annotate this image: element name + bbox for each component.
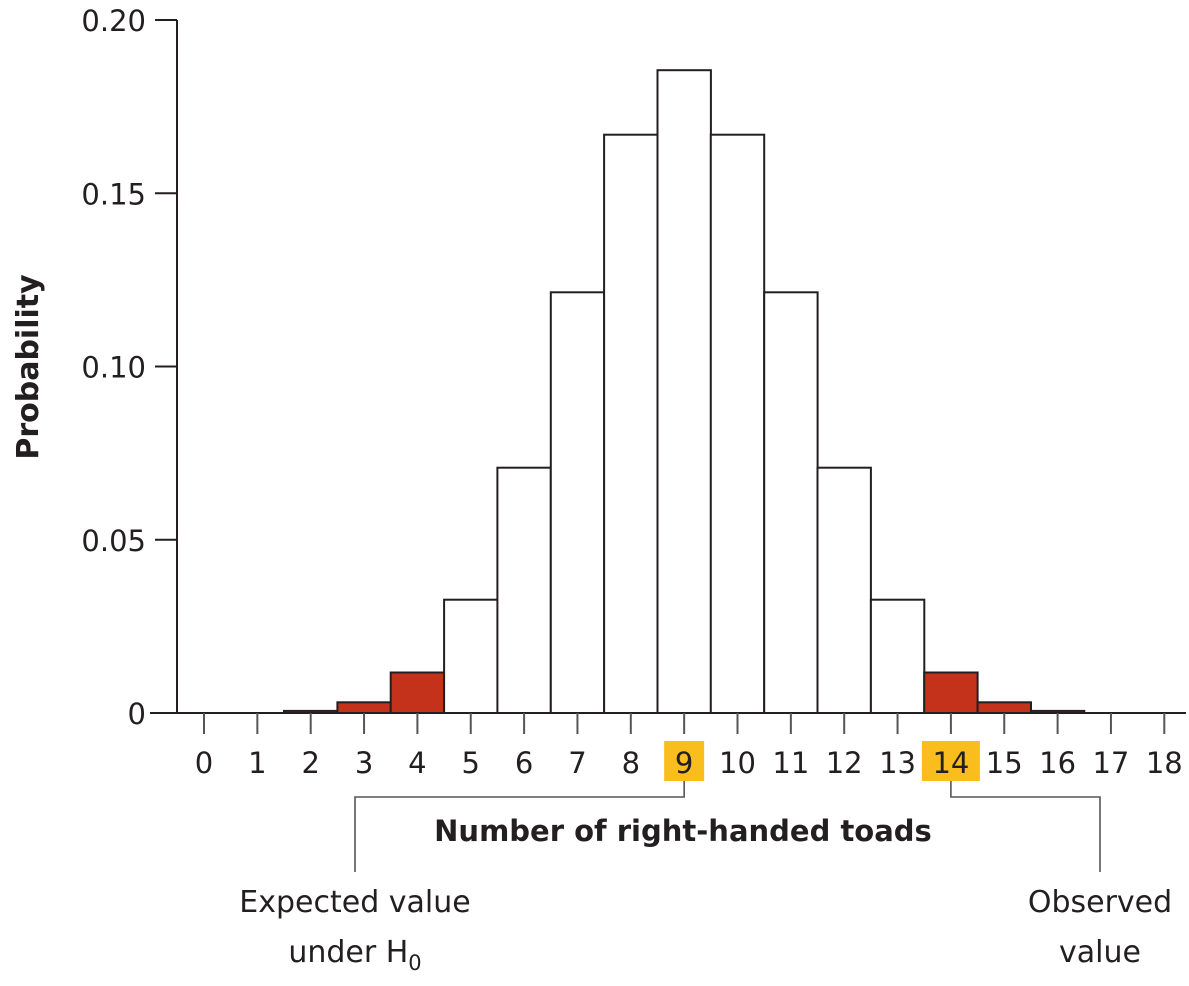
y-tick-label: 0.05 <box>81 524 146 558</box>
bar-8 <box>603 133 659 714</box>
annotations-group: Expected value under H0 Observed value <box>239 781 1172 975</box>
bar-7 <box>549 291 606 714</box>
leader-line-9 <box>354 781 685 872</box>
y-axis-label: Probability <box>11 274 46 460</box>
annotation-line1: Observed <box>1028 885 1172 920</box>
bar-12 <box>816 466 872 715</box>
bars-group <box>283 69 1086 715</box>
x-ticks-group: 0 1 2 3 4 5 6 7 8 9 10 11 12 13 14 15 16 17 18 <box>195 713 1183 781</box>
bar-10 <box>709 133 766 714</box>
x-tick-label: 18 <box>1146 746 1183 780</box>
y-ticks-group: 0 0.05 0.10 0.15 0.20 <box>81 4 177 731</box>
y-tick-label: 0 <box>128 697 146 731</box>
x-tick-label: 1 <box>248 746 266 780</box>
annotation-line1: Expected value <box>239 885 470 920</box>
x-tick-label: 0 <box>195 746 213 780</box>
x-tick-label: 2 <box>301 746 319 780</box>
y-tick-label: 0.10 <box>81 351 146 385</box>
x-tick-label: 11 <box>772 746 809 780</box>
x-tick-label: 7 <box>568 746 586 780</box>
bar-3 <box>336 701 392 714</box>
x-tick-label: 5 <box>462 746 480 780</box>
x-tick-label: 12 <box>826 746 863 780</box>
x-tick-label: 17 <box>1092 746 1129 780</box>
y-tick-label: 0.15 <box>81 177 146 211</box>
annotation-line2: under H0 <box>288 935 421 975</box>
bar-5 <box>443 598 499 715</box>
x-tick-label: 15 <box>986 746 1023 780</box>
bar-13 <box>869 598 926 715</box>
x-axis-label: Number of right-handed toads <box>434 814 932 848</box>
x-tick-label: 8 <box>622 746 640 780</box>
x-tick-label: 9 <box>675 746 693 780</box>
highlight-box-14 <box>921 741 980 781</box>
x-tick-label: 4 <box>408 746 426 780</box>
bar-6 <box>496 466 552 715</box>
x-tick-label: 10 <box>719 746 756 780</box>
bar-15 <box>976 701 1032 714</box>
bar-14 <box>923 671 979 714</box>
bar-4 <box>389 671 446 714</box>
y-tick-label: 0.20 <box>81 4 146 38</box>
x-tick-label: 3 <box>355 746 373 780</box>
x-tick-label: 14 <box>932 746 969 780</box>
highlight-box-9 <box>664 741 705 781</box>
bar-11 <box>763 291 819 714</box>
bar-9 <box>656 69 712 714</box>
x-tick-label: 13 <box>879 746 916 780</box>
x-tick-label: 16 <box>1039 746 1076 780</box>
leader-line-14 <box>950 781 1101 872</box>
annotation-line2: value <box>1059 935 1141 970</box>
x-tick-label: 6 <box>515 746 533 780</box>
